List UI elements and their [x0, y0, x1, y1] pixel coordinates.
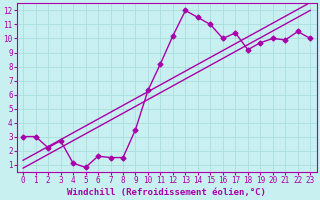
X-axis label: Windchill (Refroidissement éolien,°C): Windchill (Refroidissement éolien,°C) [67, 188, 266, 197]
